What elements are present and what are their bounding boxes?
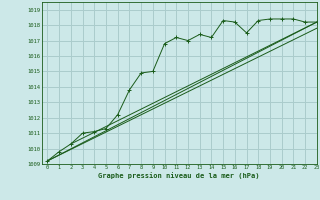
X-axis label: Graphe pression niveau de la mer (hPa): Graphe pression niveau de la mer (hPa) bbox=[99, 172, 260, 179]
